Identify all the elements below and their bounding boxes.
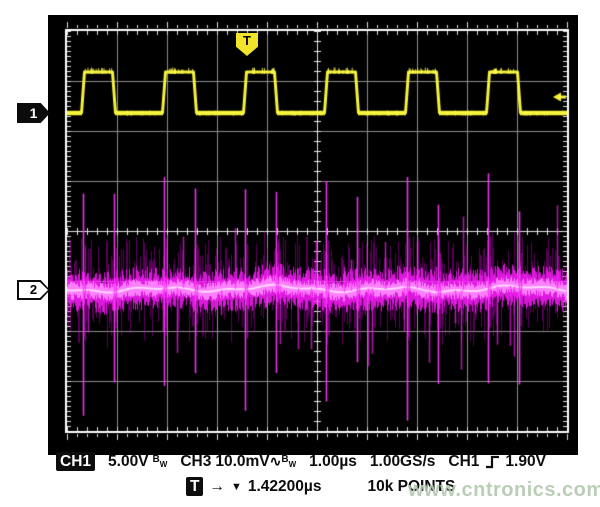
delay-marker-icon: ▼: [230, 480, 242, 493]
ch3-label: CH3: [180, 452, 212, 470]
rising-edge-icon: [486, 455, 500, 468]
ch3-scale-readout: CH3 10.0mV∿BW: [180, 453, 296, 471]
status-readout-line1: CH1 5.00V BW CH3 10.0mV∿BW 1.00µs 1.00GS/…: [56, 452, 596, 471]
record-length-readout: 10k POINTS: [367, 477, 456, 495]
ch3-scale-value: 10.0mV∿BW: [215, 452, 297, 470]
status-readout-line2: T → ▼ 1.42200µs 10k POINTS: [186, 477, 455, 496]
trigger-badge: T: [186, 477, 204, 496]
bandwidth-limit-icon: BW: [152, 453, 168, 469]
ch1-badge: CH1: [56, 452, 96, 471]
watermark: www.cntronics.com: [408, 479, 600, 501]
trigger-source-label: CH1: [448, 452, 480, 470]
bandwidth-limit-icon: BW: [281, 453, 297, 469]
trigger-direction-arrow-icon: →: [209, 477, 225, 495]
scope-display: [57, 21, 577, 441]
ch2-ground-marker-label: 2: [19, 282, 48, 298]
ch1-scale-value: 5.00V: [108, 452, 149, 470]
trigger-level-value: 1.90V: [505, 452, 546, 470]
timebase-readout: 1.00µs: [309, 452, 357, 470]
ch1-scale-readout: 5.00V BW: [108, 453, 167, 471]
ch1-ground-marker: 1: [17, 103, 50, 123]
trigger-readout: CH1 1.90V: [448, 453, 546, 471]
sample-rate-readout: 1.00GS/s: [369, 452, 436, 470]
ch2-ground-marker: 2: [17, 280, 50, 300]
trigger-position-flag-icon: T: [236, 33, 258, 56]
ac-coupling-icon: ∿: [269, 452, 282, 469]
trigger-delay-value: 1.42200µs: [247, 477, 322, 495]
